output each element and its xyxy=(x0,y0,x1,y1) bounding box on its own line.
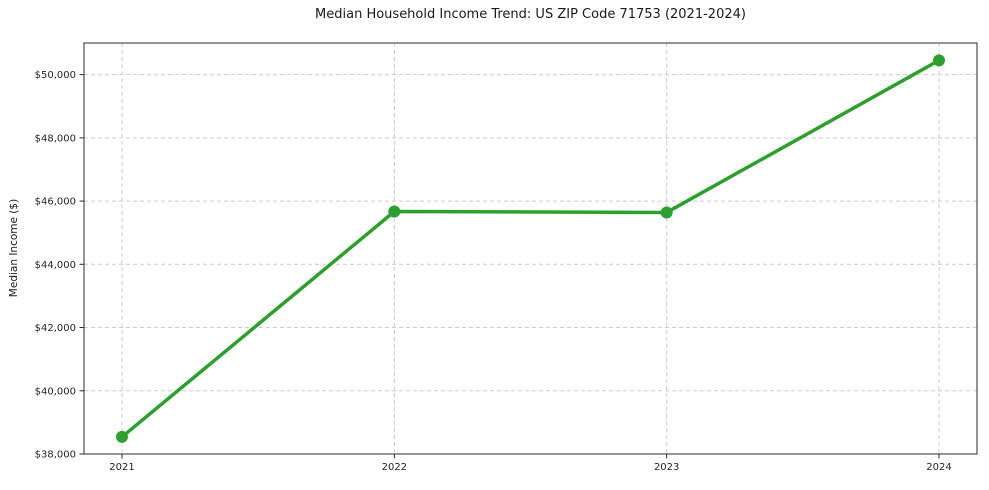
y-tick-label: $44,000 xyxy=(35,260,76,271)
x-tick-label: 2021 xyxy=(109,462,134,473)
y-tick-label: $46,000 xyxy=(35,197,76,208)
data-point-marker xyxy=(388,205,401,218)
data-point-marker xyxy=(116,430,128,443)
data-point-marker xyxy=(660,206,673,219)
x-tick-label: 2024 xyxy=(926,462,951,473)
x-tick-label: 2023 xyxy=(654,462,679,473)
x-tick-label: 2022 xyxy=(382,462,407,473)
y-tick-label: $42,000 xyxy=(35,323,76,334)
y-tick-label: $38,000 xyxy=(35,450,76,461)
y-tick-label: $40,000 xyxy=(35,386,76,397)
axes-spines xyxy=(83,42,978,455)
y-axis-title: Median Income ($) xyxy=(8,198,20,298)
y-tick-label: $50,000 xyxy=(35,70,76,81)
chart-title: Median Household Income Trend: US ZIP Co… xyxy=(315,7,746,22)
trend-line xyxy=(120,58,941,439)
y-tick-label: $48,000 xyxy=(35,133,76,144)
data-point-marker xyxy=(933,54,945,67)
